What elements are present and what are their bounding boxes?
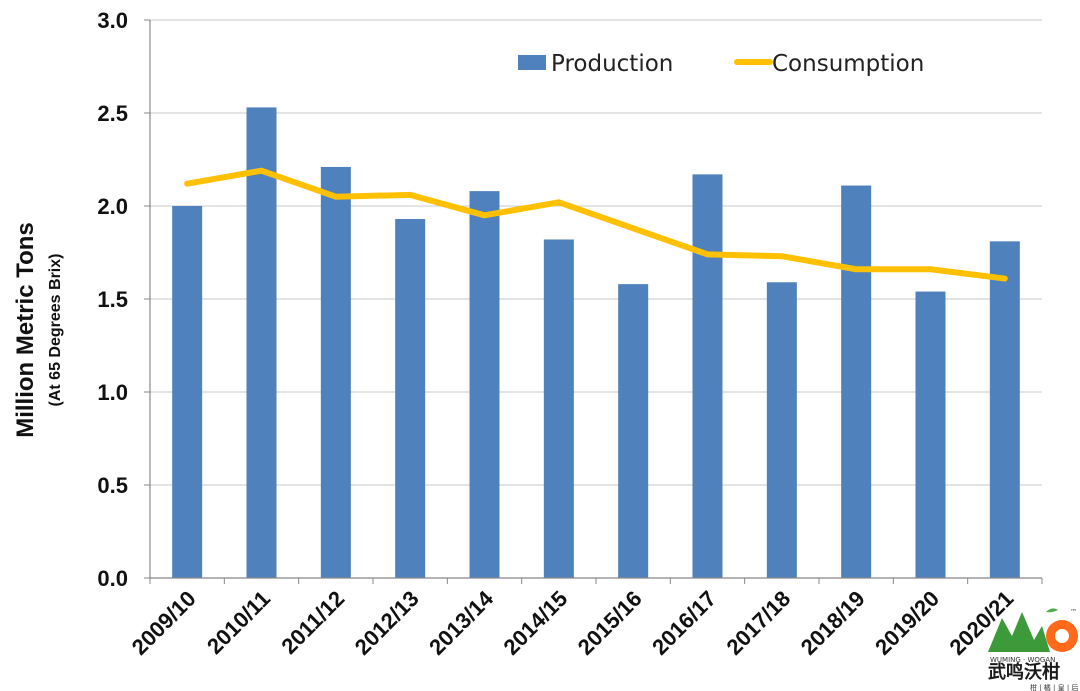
x-tick-labels: 2009/10 2010/11 2011/12 2012/13 2013/14 2014/… xyxy=(127,578,1043,660)
logo-text: 武鸣沃柑 xyxy=(988,661,1060,683)
x-tick-label: 2019/20 xyxy=(870,586,944,660)
x-tick-label: 2009/10 xyxy=(127,586,201,660)
y-tick-labels: 0.0 0.5 1.0 1.5 2.0 2.5 3.0 xyxy=(97,8,150,591)
consumption-point xyxy=(186,183,188,185)
bar-production xyxy=(915,291,946,578)
bar-production xyxy=(469,191,500,578)
bar-production xyxy=(320,166,351,578)
y-axis-label: Million Metric Tons xyxy=(12,222,39,438)
logo-subtext: 柑 | 橘 | 皇 | 后 xyxy=(1030,683,1078,691)
production-bars xyxy=(172,107,1020,579)
x-tick-label: 2016/17 xyxy=(647,586,721,660)
legend-swatch-production xyxy=(518,55,546,70)
logo-tiny-text: WUMING · WOGAN xyxy=(990,656,1055,664)
bar-production xyxy=(543,239,574,579)
consumption-point xyxy=(484,214,485,216)
y-tick-label: 0.0 xyxy=(97,566,128,591)
legend: Production Consumption xyxy=(518,51,924,77)
gridlines xyxy=(150,19,1042,486)
consumption-point xyxy=(1004,278,1006,280)
leaf-icon xyxy=(1046,608,1058,613)
consumption-point xyxy=(261,170,262,172)
y-tick-label: 2.5 xyxy=(97,101,128,126)
x-tick-label: 2015/16 xyxy=(573,586,647,660)
bar-production xyxy=(766,282,797,578)
bar-production xyxy=(618,284,649,578)
x-tick-label: 2017/18 xyxy=(721,586,795,660)
consumption-point xyxy=(409,194,411,196)
legend-label-production: Production xyxy=(551,51,673,77)
consumption-point xyxy=(930,268,931,270)
consumption-point xyxy=(707,253,708,255)
x-tick-label: 2010/11 xyxy=(202,586,275,659)
x-tick-label: 2018/19 xyxy=(796,586,870,660)
x-tick-label: 2013/14 xyxy=(424,585,498,659)
y-axis-sublabel: (At 65 Degrees Brix) xyxy=(47,254,64,407)
y-tick-label: 3.0 xyxy=(97,8,128,33)
mountain-icon xyxy=(988,612,1050,652)
brand-logo: ™ WUMING · WOGAN 武鸣沃柑 柑 | 橘 | 皇 | 后 xyxy=(988,608,1078,691)
bar-production xyxy=(172,206,203,578)
consumption-line-group xyxy=(184,167,1008,282)
consumption-point xyxy=(781,255,783,257)
bar-production xyxy=(692,174,723,578)
y-tick-label: 0.5 xyxy=(97,473,128,498)
bar-production xyxy=(989,241,1020,578)
bar-production xyxy=(246,107,277,579)
legend-label-consumption: Consumption xyxy=(772,51,924,77)
bar-production xyxy=(841,185,872,579)
bar-production xyxy=(395,219,426,578)
x-tick-label: 2012/13 xyxy=(350,586,424,660)
y-tick-label: 2.0 xyxy=(97,194,128,219)
y-tick-label: 1.5 xyxy=(97,287,128,312)
x-tick-label: 2011/12 xyxy=(276,586,349,659)
consumption-point xyxy=(855,268,857,270)
x-tick-label: 2014/15 xyxy=(498,586,572,660)
consumption-point xyxy=(335,196,337,198)
trademark-mark: ™ xyxy=(1070,608,1077,616)
consumption-point xyxy=(558,201,560,203)
y-tick-label: 1.0 xyxy=(97,380,128,405)
orange-highlight-icon xyxy=(1055,629,1069,643)
consumption-line xyxy=(184,167,1008,282)
consumption-point xyxy=(632,227,634,229)
